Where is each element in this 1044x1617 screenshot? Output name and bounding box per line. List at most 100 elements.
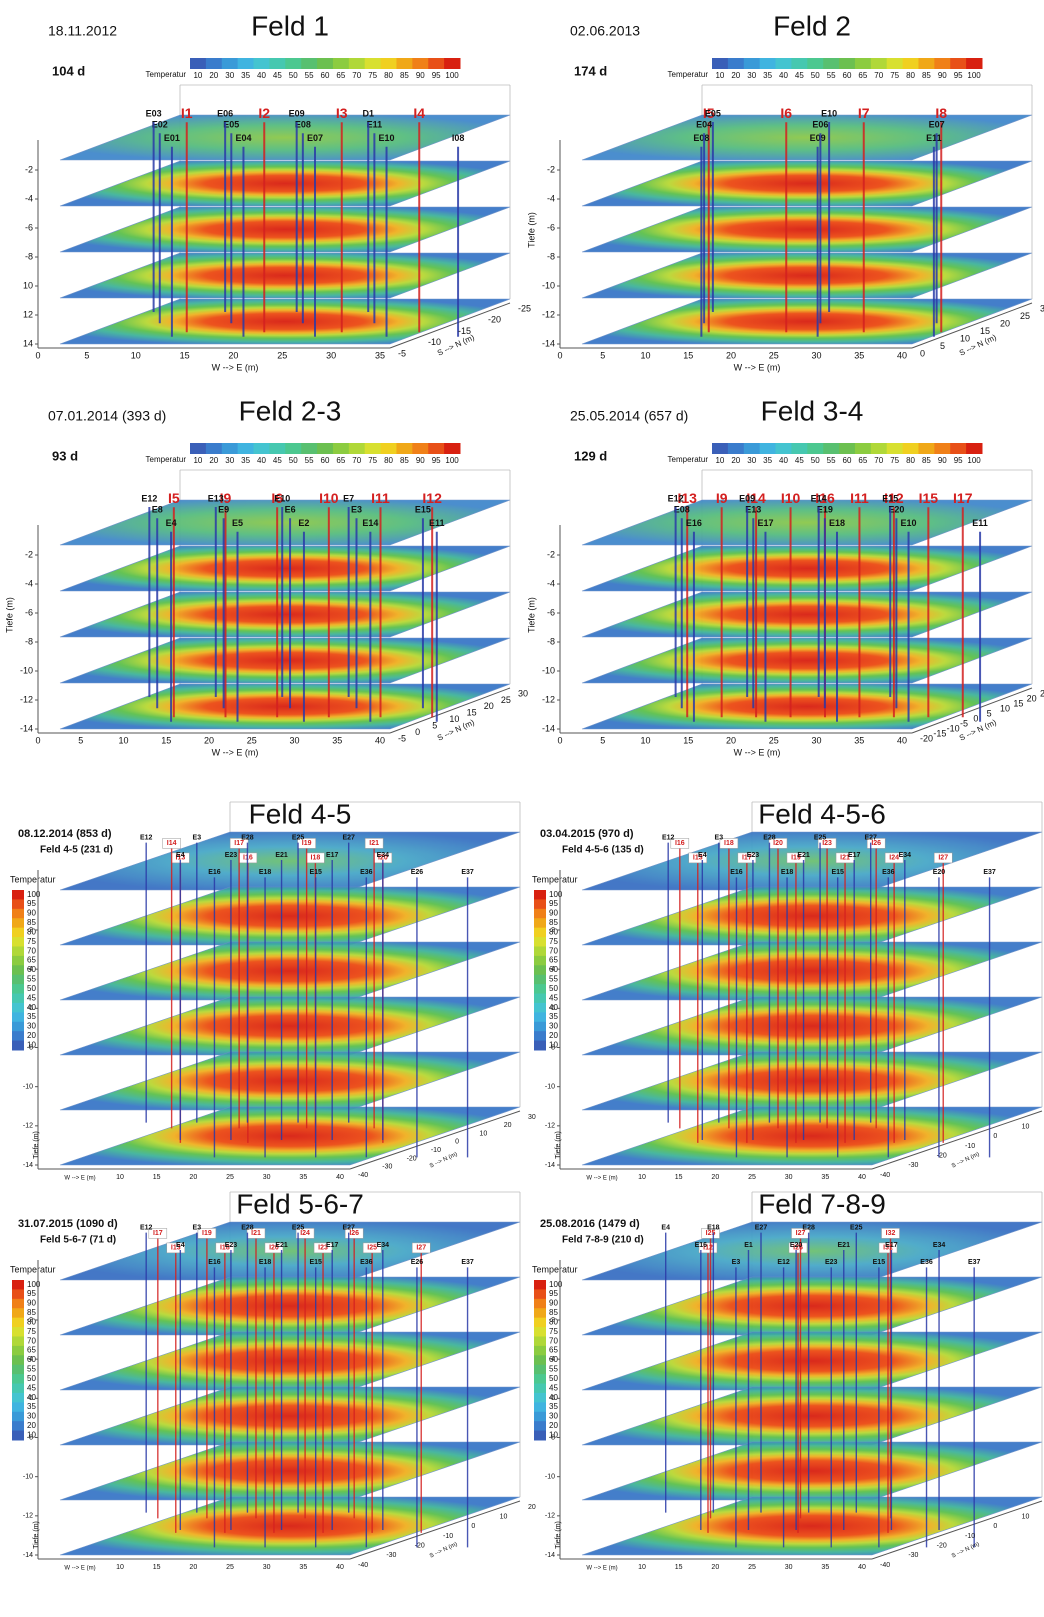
colorbar-segment [534, 1317, 546, 1328]
extraction-well-label: E18 [781, 869, 794, 876]
panel-title: Feld 3-4 [761, 395, 864, 426]
y-tick-label: 25 [1020, 311, 1030, 321]
injection-well-label: I20 [773, 840, 783, 847]
colorbar-segment [791, 443, 808, 454]
colorbar-tick-label: 30 [27, 1412, 36, 1421]
colorbar-segment [12, 1355, 24, 1366]
colorbar-segment [791, 58, 808, 69]
y-tick-label: 10 [500, 1514, 508, 1521]
z-tick-label: -10 [545, 1084, 555, 1091]
extraction-well-label: E11 [429, 518, 445, 528]
x-tick-label: 40 [375, 735, 385, 745]
z-tick-label: -12 [23, 1513, 33, 1520]
colorbar-segment [534, 1327, 546, 1337]
colorbar-tick-label: 65 [549, 956, 558, 965]
y-axis [871, 1500, 1043, 1560]
z-axis-label: Tiefe (m) [526, 597, 536, 633]
temperature-layer [59, 1106, 521, 1166]
extraction-well-label: E28 [241, 1224, 254, 1231]
colorbar-segment [348, 58, 366, 69]
y-axis-label: S --> N (m) [436, 333, 476, 358]
x-tick-label: 35 [854, 735, 864, 745]
y-tick-label: 10 [960, 333, 970, 343]
extraction-well-label: E17 [848, 852, 861, 859]
colorbar-tick-label: 10 [549, 1040, 558, 1049]
colorbar-tick-label: 45 [273, 456, 282, 465]
extraction-well-label: E15 [831, 869, 844, 876]
panel: Feld 5-6-7 31.07.2015 (1090 d) Feld 5-6-7 … [10, 1188, 536, 1571]
colorbar-tick-label: 80 [384, 71, 393, 80]
injection-well-label: I26 [793, 1245, 803, 1252]
extraction-well-label: E36 [360, 1259, 373, 1266]
extraction-well-label: E3 [351, 505, 362, 515]
extraction-well-label: E5 [232, 518, 243, 528]
y-tick-label: 30 [518, 688, 528, 698]
extraction-well-label: E06 [217, 108, 233, 118]
panel: 07.01.2014 (393 d) Feld 2-3 93 d Temperatur… [4, 395, 528, 757]
y-tick-label: -30 [908, 1162, 918, 1169]
y-axis-label: S --> N (m) [429, 1541, 459, 1559]
colorbar-tick-label: 45 [795, 71, 804, 80]
y-tick-label: 25 [1040, 688, 1044, 698]
extraction-well-label: E23 [747, 852, 760, 859]
z-tick-label: -12 [545, 1513, 555, 1520]
extraction-well-label: E18 [707, 1224, 720, 1231]
y-tick-label: -20 [937, 1543, 947, 1550]
extraction-well-label: E37 [983, 869, 996, 876]
colorbar-segment [12, 918, 24, 929]
colorbar-tick-label: 35 [241, 456, 250, 465]
injection-well-label: I24 [300, 1230, 310, 1237]
x-tick-label: 30 [785, 1564, 793, 1571]
colorbar-segment [902, 58, 919, 69]
y-axis-label: S --> N (m) [429, 1151, 459, 1169]
extraction-well-label: E4 [661, 1224, 670, 1231]
z-tick-label: 14 [23, 338, 33, 348]
colorbar-segment [534, 965, 546, 976]
x-axis-label: W --> E (m) [212, 362, 259, 372]
colorbar-tick-label: 55 [827, 71, 836, 80]
y-tick-label: -20 [488, 315, 501, 325]
z-tick-label: -6 [547, 607, 555, 617]
temperature-layer [59, 886, 521, 946]
x-tick-label: 0 [35, 735, 40, 745]
colorbar-segment [870, 58, 888, 69]
extraction-well-label: E13 [745, 505, 761, 515]
colorbar-segment [534, 1280, 546, 1290]
colorbar-tick-label: 65 [858, 456, 867, 465]
colorbar-tick-label: 10 [715, 71, 724, 80]
colorbar-segment [870, 443, 888, 454]
colorbar-segment [12, 1402, 24, 1413]
x-axis-label: W --> E (m) [212, 747, 259, 757]
extraction-well-label: E9 [218, 505, 229, 515]
colorbar-tick-label: 30 [225, 456, 234, 465]
injection-well-label: I11 [850, 490, 869, 506]
extraction-well-label: E08 [295, 120, 311, 130]
well-label-box [878, 1242, 898, 1254]
extraction-well-label: E09 [289, 108, 305, 118]
z-tick-label: -10 [542, 665, 555, 675]
z-tick-label: -14 [23, 1552, 33, 1559]
extraction-well-label: E36 [920, 1259, 933, 1266]
colorbar-tick-label: 60 [321, 71, 330, 80]
colorbar-tick-label: 10 [27, 1430, 36, 1439]
y-tick-label: 15 [467, 708, 477, 718]
colorbar-segment [12, 1336, 24, 1347]
y-axis [871, 1110, 1043, 1170]
colorbar-segment [534, 1402, 546, 1413]
injection-well-label: I2 [258, 105, 270, 121]
injection-well-label: I20 [378, 855, 388, 862]
x-axis-label: W --> E (m) [734, 362, 781, 372]
extraction-well-label: E11 [367, 120, 383, 130]
well-label-box [313, 1242, 333, 1254]
z-tick-label: -12 [20, 694, 33, 704]
injection-well-label: I18 [311, 855, 321, 862]
z-tick-label: -2 [547, 164, 555, 174]
z-tick-label: -14 [23, 1162, 33, 1169]
well-label-box [166, 1242, 186, 1254]
temperature-layer [581, 1441, 1043, 1501]
colorbar-segment [237, 443, 255, 454]
x-tick-label: 35 [375, 350, 385, 360]
extraction-well-label: E06 [812, 120, 828, 130]
extraction-well-label: E34 [933, 1242, 946, 1249]
